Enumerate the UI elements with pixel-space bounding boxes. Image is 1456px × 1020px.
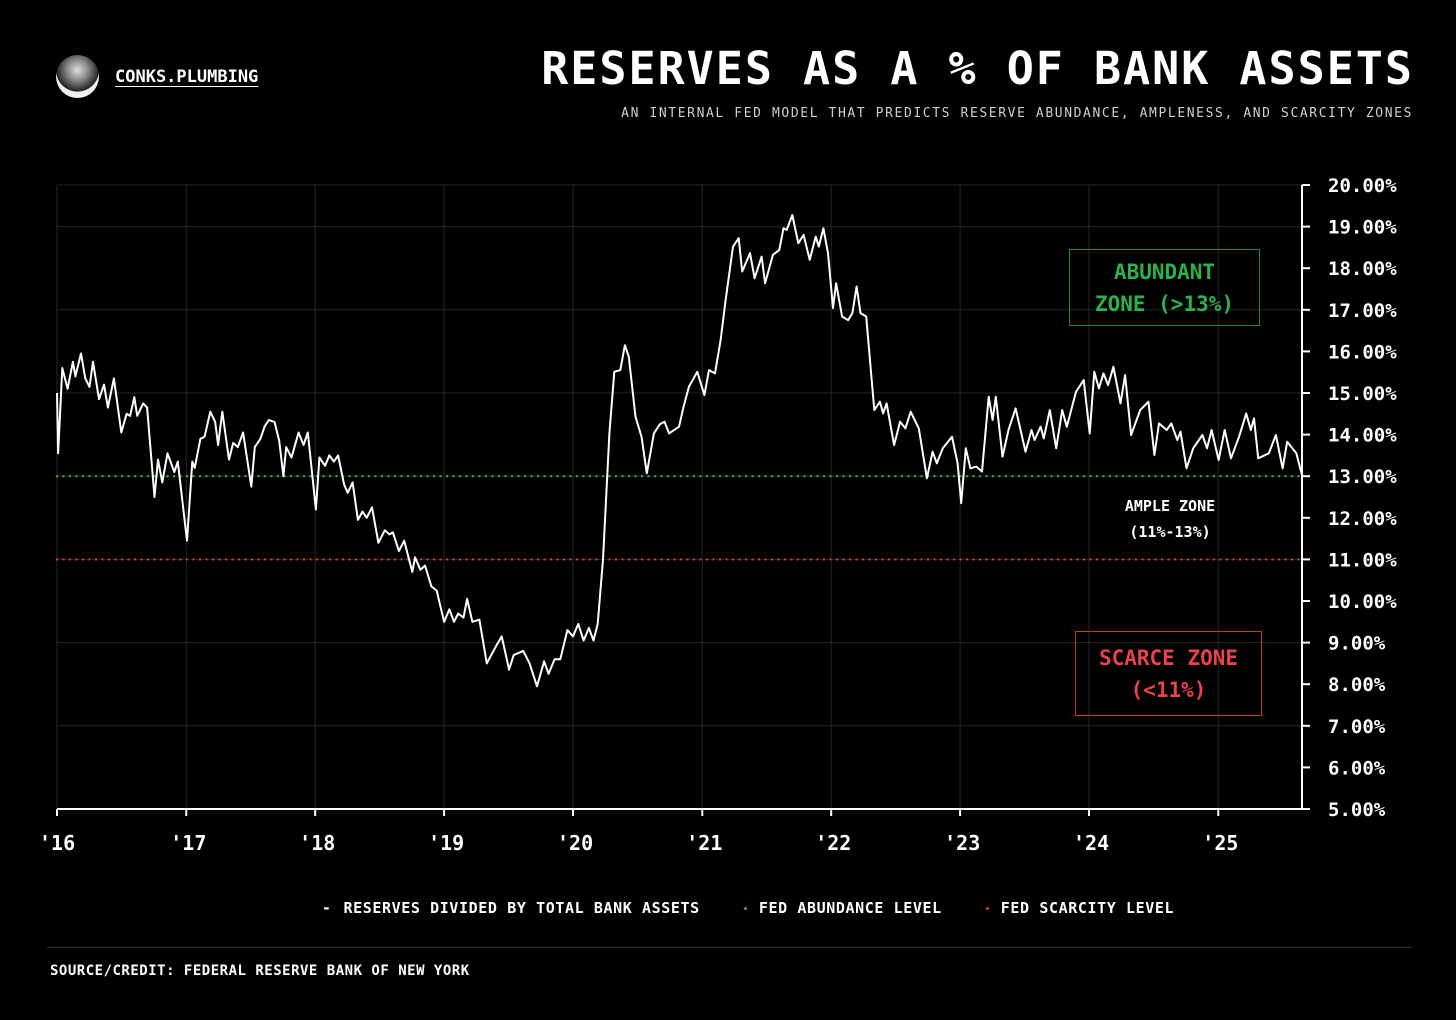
abundant-zone-box: ABUNDANT ZONE (>13%)	[1069, 249, 1260, 326]
ample-zone-line1: AMPLE ZONE	[1124, 497, 1216, 515]
footer-divider	[47, 947, 1412, 948]
series-line-reserves	[56, 214, 1303, 688]
x-tick-label: '25	[1202, 831, 1238, 855]
abundant-zone-line2: ZONE (>13%)	[1094, 291, 1235, 316]
legend: - RESERVES DIVIDED BY TOTAL BANK ASSETS …	[0, 899, 1456, 917]
y-tick-label: 9.00%	[1328, 633, 1386, 655]
chart-subtitle: AN INTERNAL FED MODEL THAT PREDICTS RESE…	[621, 106, 1413, 121]
legend-item-series: - RESERVES DIVIDED BY TOTAL BANK ASSETS	[322, 899, 700, 917]
y-tick-label: 20.00%	[1328, 175, 1397, 197]
brand[interactable]: CONKS.PLUMBING	[56, 55, 258, 98]
legend-green-dot-icon	[743, 906, 747, 910]
axes: '16 '17 '18 '19 '20 '21 '22 '23 '24 '25 20.00% 19.0…	[39, 175, 1397, 855]
y-tick-label: 10.00%	[1328, 591, 1397, 613]
y-tick-label: 15.00%	[1328, 383, 1397, 405]
brand-link[interactable]: CONKS.PLUMBING	[115, 66, 259, 87]
y-tick-label: 16.00%	[1328, 341, 1397, 363]
y-tick-label: 14.00%	[1328, 425, 1397, 447]
scarce-zone-box: SCARCE ZONE (<11%)	[1075, 631, 1262, 716]
abundant-zone-line1: ABUNDANT	[1113, 259, 1216, 284]
legend-label-abundance: FED ABUNDANCE LEVEL	[758, 899, 942, 917]
y-tick-label: 7.00%	[1328, 716, 1386, 738]
ninja-avatar-icon	[56, 55, 99, 98]
x-tick-label: '22	[815, 831, 851, 855]
legend-label-series: RESERVES DIVIDED BY TOTAL BANK ASSETS	[343, 899, 700, 917]
y-tick-label: 17.00%	[1328, 300, 1397, 322]
reference-lines	[55, 475, 1304, 561]
y-tick-label: 18.00%	[1328, 258, 1397, 280]
scarce-zone-line2: (<11%)	[1130, 677, 1207, 702]
x-tick-label: '18	[299, 831, 335, 855]
x-tick-label: '24	[1073, 831, 1109, 855]
legend-label-scarcity: FED SCARCITY LEVEL	[1000, 899, 1175, 917]
y-tick-label: 13.00%	[1328, 466, 1397, 488]
y-tick-label: 8.00%	[1328, 674, 1386, 696]
y-tick-label: 5.00%	[1328, 799, 1386, 821]
chart-title: RESERVES AS A % OF BANK ASSETS	[541, 42, 1414, 95]
x-tick-label: '17	[170, 831, 206, 855]
scarce-zone-line1: SCARCE ZONE	[1098, 645, 1239, 670]
x-tick-label: '19	[428, 831, 464, 855]
source-credit: SOURCE/CREDIT: FEDERAL RESERVE BANK OF N…	[50, 963, 470, 979]
x-tick-label: '16	[39, 831, 75, 855]
ample-zone-line2: (11%-13%)	[1129, 523, 1211, 541]
y-tick-label: 12.00%	[1328, 508, 1397, 530]
x-tick-label: '23	[944, 831, 980, 855]
x-tick-label: '20	[557, 831, 593, 855]
x-tick-label: '21	[686, 831, 722, 855]
y-tick-label: 19.00%	[1328, 217, 1397, 239]
y-tick-label: 11.00%	[1328, 549, 1397, 571]
y-tick-label: 6.00%	[1328, 757, 1386, 779]
legend-item-scarcity: FED SCARCITY LEVEL	[985, 899, 1175, 917]
legend-item-abundance: FED ABUNDANCE LEVEL	[743, 899, 942, 917]
legend-line-symbol: -	[321, 899, 332, 917]
chart-canvas: '16 '17 '18 '19 '20 '21 '22 '23 '24 '25 20.00% 19.0…	[39, 175, 1397, 855]
ample-zone-label: AMPLE ZONE (11%-13%)	[1090, 493, 1250, 545]
legend-red-dot-icon	[985, 906, 989, 910]
